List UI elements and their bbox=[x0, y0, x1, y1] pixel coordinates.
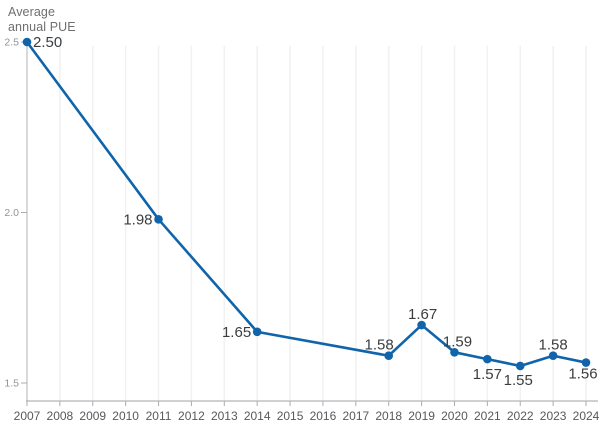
x-tick-label: 2023 bbox=[540, 409, 567, 423]
data-point-label: 1.98 bbox=[123, 211, 152, 228]
data-point bbox=[483, 354, 492, 364]
data-point bbox=[450, 348, 459, 357]
data-point bbox=[154, 215, 163, 224]
data-point-label: 1.67 bbox=[408, 306, 437, 323]
x-tick-label: 2014 bbox=[244, 409, 271, 423]
y-tick-label: 2.5 bbox=[4, 37, 19, 49]
x-tick-label: 2024 bbox=[573, 409, 600, 423]
data-point bbox=[384, 351, 394, 361]
data-line bbox=[25, 40, 588, 368]
x-tick-label: 2010 bbox=[112, 409, 139, 423]
x-tick-label: 2013 bbox=[211, 409, 238, 423]
x-tick-label: 2019 bbox=[408, 409, 435, 423]
y-tick-label: 2.0 bbox=[4, 207, 19, 219]
chart-title: Average annual PUE bbox=[8, 5, 76, 34]
data-point-label: 1.58 bbox=[365, 337, 394, 354]
data-point-label: 1.55 bbox=[504, 372, 533, 389]
data-point-label: 1.58 bbox=[539, 337, 568, 354]
data-point-label: 1.57 bbox=[473, 366, 502, 383]
x-tick-label: 2011 bbox=[146, 409, 172, 423]
data-point bbox=[581, 358, 591, 367]
y-tick-label: 1.5 bbox=[4, 378, 19, 390]
x-tick-label: 2020 bbox=[441, 409, 468, 423]
x-tick-label: 2009 bbox=[79, 409, 106, 423]
x-tick-label: 2021 bbox=[474, 409, 501, 423]
x-tick-label: 2017 bbox=[342, 409, 369, 423]
data-point-label: 1.56 bbox=[568, 366, 597, 383]
x-tick-label: 2022 bbox=[507, 409, 534, 423]
data-point bbox=[252, 327, 262, 337]
x-tick-label: 2007 bbox=[14, 409, 41, 423]
x-tick-label: 2008 bbox=[47, 409, 74, 423]
x-tick-label: 2015 bbox=[277, 409, 304, 423]
data-point bbox=[515, 361, 525, 371]
data-point bbox=[417, 320, 426, 330]
data-point bbox=[548, 351, 558, 361]
data-point-label: 1.59 bbox=[443, 333, 472, 350]
x-tick-label: 2012 bbox=[178, 409, 205, 423]
data-point bbox=[22, 37, 32, 47]
x-tick-label: 2018 bbox=[375, 409, 402, 423]
data-point-label: 1.65 bbox=[222, 324, 251, 341]
x-tick-label: 2016 bbox=[310, 409, 337, 423]
data-point-label: 2.50 bbox=[33, 34, 62, 51]
